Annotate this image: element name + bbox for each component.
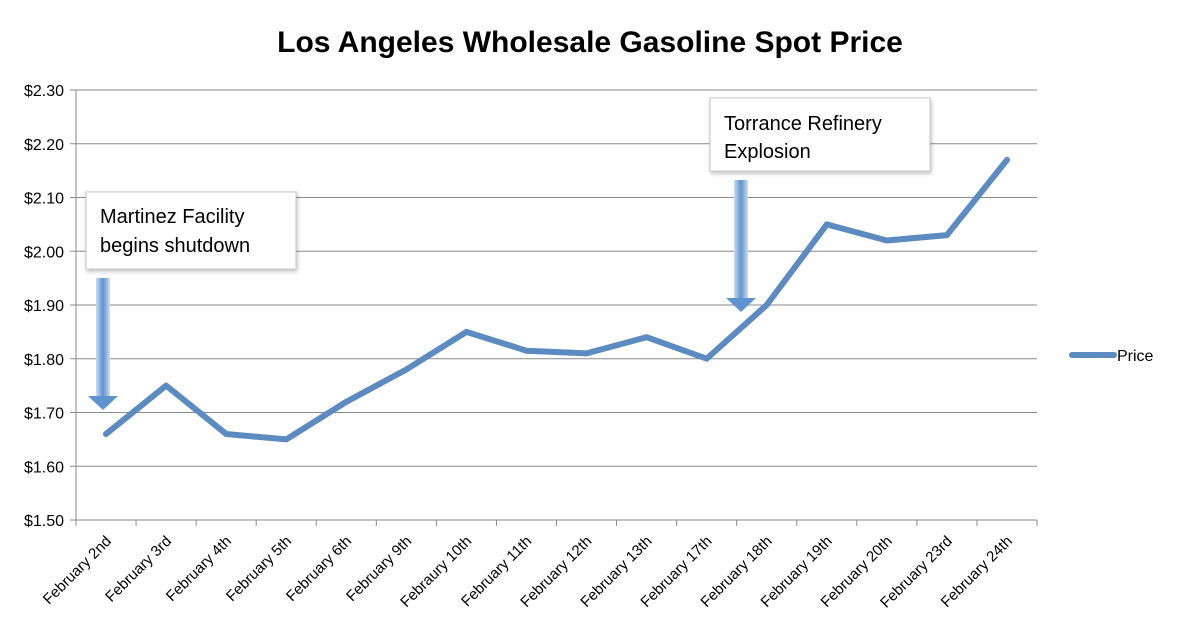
series-price [103, 156, 1010, 443]
series-line-price [103, 156, 1010, 443]
y-tick-label: $2.30 [24, 83, 64, 100]
y-tick-label: $1.60 [24, 459, 64, 476]
y-tick-label: $1.90 [24, 298, 64, 315]
data-point [105, 433, 107, 435]
y-tick-label: $2.20 [24, 137, 64, 154]
y-tick-label: $1.50 [24, 513, 64, 530]
legend: Price [1069, 348, 1154, 365]
chart-title: Los Angeles Wholesale Gasoline Spot Pric… [277, 26, 903, 59]
data-point [886, 240, 888, 241]
data-point [946, 234, 948, 236]
annotation-martinez: Martinez Facility begins shutdown [85, 191, 297, 410]
down-arrow-icon [726, 180, 756, 312]
data-point [405, 369, 407, 370]
y-tick-label: $2.10 [24, 191, 64, 208]
annotation-text-line1: Torrance Refinery [724, 113, 882, 135]
annotation-box [85, 191, 297, 270]
data-point [285, 438, 287, 440]
data-point [706, 358, 708, 360]
annotation-text-line2: Explosion [724, 141, 811, 163]
data-point [646, 336, 648, 338]
data-point [1006, 159, 1008, 161]
annotation-box [709, 97, 931, 172]
data-point [165, 385, 167, 387]
annotation-text-line1: Martinez Facility [100, 206, 244, 228]
y-tick-label: $1.70 [24, 406, 64, 423]
data-point [345, 401, 347, 403]
data-point [586, 352, 588, 354]
annotation-torrance: Torrance Refinery Explosion [709, 97, 931, 312]
data-point [525, 350, 527, 352]
y-tick-label: $2.00 [24, 244, 64, 261]
legend-label-price: Price [1117, 348, 1154, 365]
y-tick-label: $1.80 [24, 352, 64, 369]
data-point [826, 223, 828, 225]
down-arrow-icon [88, 278, 118, 410]
data-point [766, 304, 768, 306]
y-axis-ticks: $1.50 $1.60 $1.70 $1.80 $1.90 $2.00 $2.10 $2.20… [24, 83, 64, 530]
axes [70, 89, 1038, 526]
annotation-text-line2: begins shutdown [100, 235, 250, 257]
x-tick-label: February 2nd [40, 533, 115, 608]
data-point [225, 433, 227, 435]
data-point [465, 331, 467, 333]
